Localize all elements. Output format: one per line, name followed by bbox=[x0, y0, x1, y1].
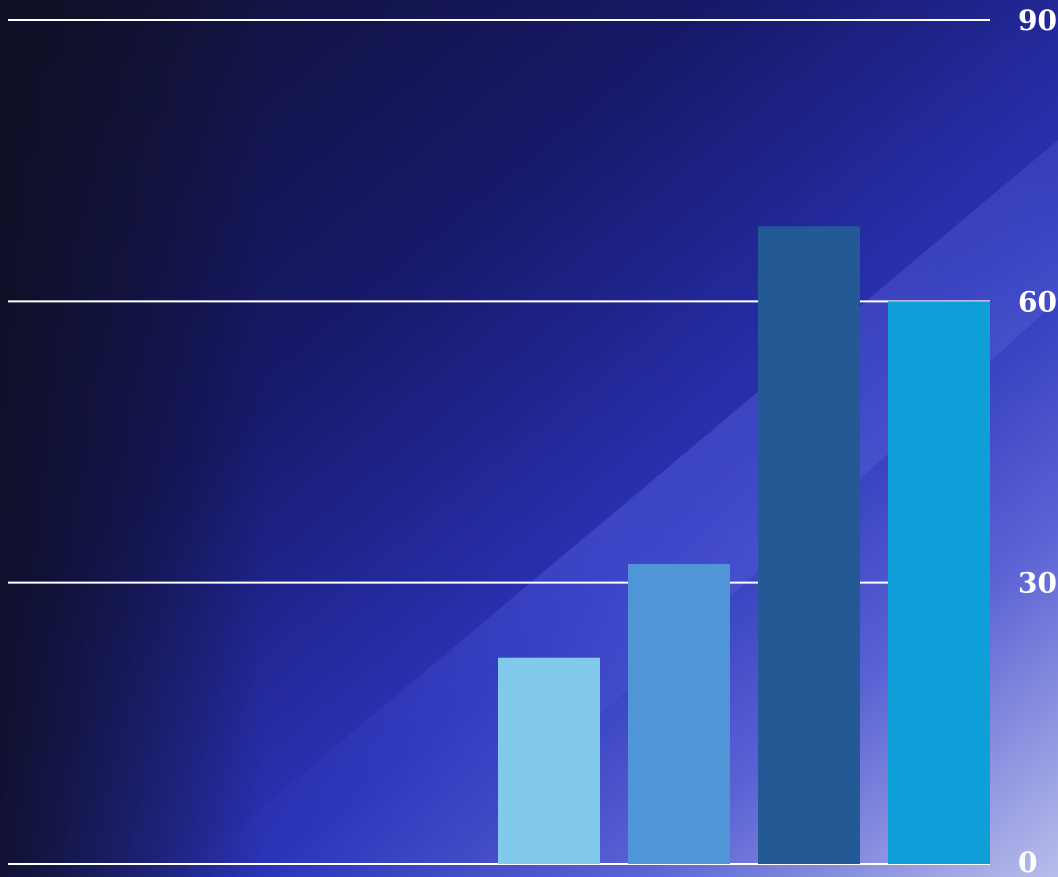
bar-2 bbox=[628, 563, 730, 864]
y-tick-label-0: 0 bbox=[1018, 846, 1037, 877]
y-tick-label-90: 90 bbox=[1018, 4, 1057, 37]
bars bbox=[498, 226, 990, 865]
y-tick-label-60: 60 bbox=[1018, 285, 1057, 318]
y-axis-tick-labels: 0 30 60 90 bbox=[1018, 4, 1057, 877]
bar-3 bbox=[758, 226, 860, 865]
bar-4 bbox=[888, 301, 990, 864]
y-tick-label-30: 30 bbox=[1018, 567, 1057, 600]
bar-1 bbox=[498, 657, 600, 864]
